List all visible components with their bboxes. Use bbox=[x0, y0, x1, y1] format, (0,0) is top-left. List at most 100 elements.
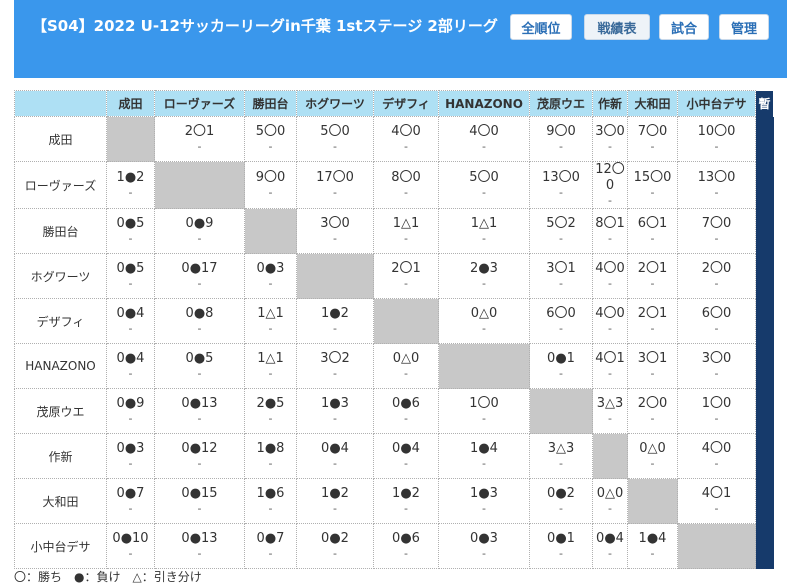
match-score[interactable]: 0●13 bbox=[181, 531, 218, 546]
match-score[interactable]: 4〇0 bbox=[391, 124, 421, 139]
match-score[interactable]: 0●6 bbox=[392, 531, 420, 546]
match-score[interactable]: 1●4 bbox=[470, 441, 498, 456]
match-score[interactable]: 1〇0 bbox=[701, 396, 732, 411]
match-score[interactable]: 3△3 bbox=[547, 441, 575, 456]
match-score[interactable]: 12〇0 bbox=[595, 162, 625, 193]
match-score[interactable]: 0●6 bbox=[392, 396, 420, 411]
match-score[interactable]: 0●7 bbox=[116, 486, 145, 501]
match-score[interactable]: 6〇1 bbox=[637, 216, 668, 231]
match-score[interactable]: 3〇1 bbox=[637, 351, 668, 366]
match-score[interactable]: 4〇0 bbox=[469, 124, 499, 139]
match-score[interactable]: 0●10 bbox=[112, 531, 149, 546]
match-score[interactable]: 8〇1 bbox=[595, 216, 625, 231]
match-score[interactable]: 2●5 bbox=[256, 396, 285, 411]
match-detail: - bbox=[404, 277, 408, 290]
match-score[interactable]: 0●5 bbox=[116, 216, 145, 231]
match-score[interactable]: 1●2 bbox=[321, 486, 349, 501]
match-score[interactable]: 3〇0 bbox=[595, 124, 625, 139]
match-score[interactable]: 1△1 bbox=[257, 351, 284, 366]
match-score[interactable]: 7〇0 bbox=[701, 216, 732, 231]
match-score[interactable]: 3〇1 bbox=[546, 261, 576, 276]
match-score[interactable]: 0●4 bbox=[116, 306, 145, 321]
match-score[interactable]: 5〇0 bbox=[320, 124, 350, 139]
match-score[interactable]: 1●2 bbox=[116, 170, 145, 185]
match-score[interactable]: 1●2 bbox=[392, 486, 420, 501]
match-score[interactable]: 4〇1 bbox=[595, 351, 625, 366]
match-score[interactable]: 0△0 bbox=[392, 351, 420, 366]
match-score[interactable]: 0●3 bbox=[256, 261, 285, 276]
match-score[interactable]: 13〇0 bbox=[542, 170, 580, 185]
match-detail: - bbox=[650, 322, 655, 335]
match-score[interactable]: 0●2 bbox=[547, 486, 575, 501]
match-score[interactable]: 17〇0 bbox=[316, 170, 354, 185]
match-score[interactable]: 3〇2 bbox=[320, 351, 350, 366]
match-score[interactable]: 8〇0 bbox=[391, 170, 421, 185]
match-score[interactable]: 4〇0 bbox=[595, 261, 625, 276]
match-score[interactable]: 2〇0 bbox=[637, 396, 668, 411]
match-score[interactable]: 0●17 bbox=[181, 261, 218, 276]
match-score[interactable]: 0●1 bbox=[547, 531, 575, 546]
match-score[interactable]: 0△0 bbox=[639, 441, 666, 456]
match-score[interactable]: 0●8 bbox=[185, 306, 214, 321]
match-score[interactable]: 0●1 bbox=[547, 351, 575, 366]
match-score[interactable]: 9〇0 bbox=[255, 170, 286, 185]
match-score[interactable]: 0●5 bbox=[116, 261, 145, 276]
match-detail: - bbox=[714, 412, 719, 425]
match-score[interactable]: 0●4 bbox=[596, 531, 624, 546]
match-score[interactable]: 4〇1 bbox=[701, 486, 732, 501]
match-score[interactable]: 10〇0 bbox=[697, 124, 736, 139]
manage-button[interactable]: 管理 bbox=[719, 14, 769, 40]
match-score[interactable]: 2〇1 bbox=[184, 124, 215, 139]
match-score[interactable]: 0△0 bbox=[596, 486, 624, 501]
match-score[interactable]: 0●9 bbox=[116, 396, 145, 411]
match-score[interactable]: 1△1 bbox=[392, 216, 420, 231]
match-score[interactable]: 0●2 bbox=[321, 531, 349, 546]
match-score[interactable]: 5〇2 bbox=[546, 216, 576, 231]
match-score[interactable]: 0●15 bbox=[181, 486, 218, 501]
match-score[interactable]: 6〇0 bbox=[546, 306, 576, 321]
match-score[interactable]: 0●4 bbox=[116, 351, 145, 366]
match-score[interactable]: 1●4 bbox=[638, 531, 667, 546]
match-score[interactable]: 2〇1 bbox=[391, 261, 421, 276]
match-score[interactable]: 5〇0 bbox=[469, 170, 499, 185]
match-score[interactable]: 1●3 bbox=[470, 486, 498, 501]
match-score[interactable]: 6〇0 bbox=[701, 306, 732, 321]
match-score[interactable]: 2〇1 bbox=[637, 306, 668, 321]
results-table-button[interactable]: 戦績表 bbox=[584, 14, 650, 40]
corner-cell bbox=[14, 90, 107, 117]
match-score[interactable]: 3△3 bbox=[596, 396, 624, 411]
match-score[interactable]: 15〇0 bbox=[633, 170, 672, 185]
match-score[interactable]: 1●3 bbox=[321, 396, 349, 411]
match-detail: - bbox=[197, 322, 202, 335]
match-score[interactable]: 9〇0 bbox=[546, 124, 576, 139]
match-score[interactable]: 0●3 bbox=[116, 441, 145, 456]
match-score[interactable]: 2〇0 bbox=[701, 261, 732, 276]
match-score[interactable]: 2●3 bbox=[470, 261, 498, 276]
match-score[interactable]: 4〇0 bbox=[701, 441, 732, 456]
match-score[interactable]: 0●9 bbox=[185, 216, 214, 231]
match-score[interactable]: 1△1 bbox=[470, 216, 498, 231]
all-standings-button[interactable]: 全順位 bbox=[510, 14, 572, 40]
match-score[interactable]: 0●3 bbox=[470, 531, 498, 546]
match-score[interactable]: 1△1 bbox=[257, 306, 284, 321]
match-score[interactable]: 1〇0 bbox=[469, 396, 499, 411]
match-score[interactable]: 5〇0 bbox=[255, 124, 286, 139]
match-score[interactable]: 0●12 bbox=[181, 441, 218, 456]
match-score[interactable]: 4〇0 bbox=[595, 306, 625, 321]
league-header: 【S04】2022 U-12サッカーリーグin千葉 1stステージ 2部リーグ … bbox=[14, 0, 787, 78]
match-score[interactable]: 2〇1 bbox=[637, 261, 668, 276]
match-score[interactable]: 1●6 bbox=[256, 486, 285, 501]
match-score[interactable]: 0●5 bbox=[185, 351, 214, 366]
match-score[interactable]: 0●4 bbox=[321, 441, 349, 456]
match-score[interactable]: 0●4 bbox=[392, 441, 420, 456]
matches-button[interactable]: 試合 bbox=[659, 14, 709, 40]
match-score[interactable]: 13〇0 bbox=[697, 170, 736, 185]
match-score[interactable]: 0●7 bbox=[256, 531, 285, 546]
match-score[interactable]: 1●8 bbox=[256, 441, 285, 456]
match-score[interactable]: 7〇0 bbox=[637, 124, 668, 139]
match-score[interactable]: 3〇0 bbox=[320, 216, 350, 231]
match-score[interactable]: 1●2 bbox=[321, 306, 349, 321]
match-score[interactable]: 0△0 bbox=[470, 306, 498, 321]
match-score[interactable]: 0●13 bbox=[181, 396, 218, 411]
match-score[interactable]: 3〇0 bbox=[701, 351, 732, 366]
